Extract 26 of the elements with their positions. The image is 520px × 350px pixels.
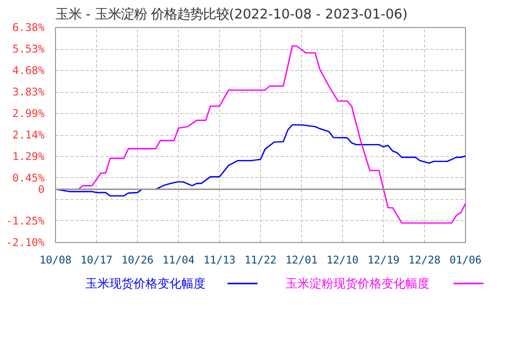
y-tick-label: -2.10%	[6, 236, 46, 249]
x-tick-label: 01/06	[449, 254, 482, 266]
x-tick-label: 12/28	[408, 254, 441, 266]
y-tick-label: -1.25%	[6, 214, 46, 228]
legend-label: 玉米淀粉现货价格变化幅度	[286, 276, 430, 290]
y-tick-label: 6.38%	[12, 21, 46, 34]
x-tick-label: 11/04	[162, 254, 195, 266]
y-tick-label: 4.68%	[12, 64, 46, 78]
line-series	[56, 124, 466, 196]
y-tick-label: 2.14%	[12, 128, 46, 142]
y-tick-label: 5.53%	[12, 42, 46, 56]
x-tick-label: 11/22	[244, 254, 277, 266]
y-tick-label: 0.45%	[12, 171, 46, 184]
y-tick-label: 0	[38, 182, 45, 196]
y-tick-label: 3.83%	[12, 86, 46, 99]
legend-label: 玉米现货价格变化幅度	[86, 276, 206, 290]
y-tick-label: 2.99%	[12, 106, 46, 120]
x-tick-label: 12/01	[285, 254, 318, 266]
y-tick-label: 1.29%	[12, 150, 46, 164]
chart-title: 玉米 - 玉米淀粉 价格趋势比较(2022-10-08 - 2023-01-06)	[56, 8, 408, 22]
x-tick-label: 10/26	[121, 254, 154, 266]
x-tick-label: 12/19	[367, 254, 400, 266]
x-tick-label: 11/13	[203, 254, 236, 266]
x-tick-label: 10/08	[39, 254, 72, 266]
x-tick-label: 12/10	[326, 254, 359, 266]
x-tick-label: 10/17	[80, 254, 113, 266]
